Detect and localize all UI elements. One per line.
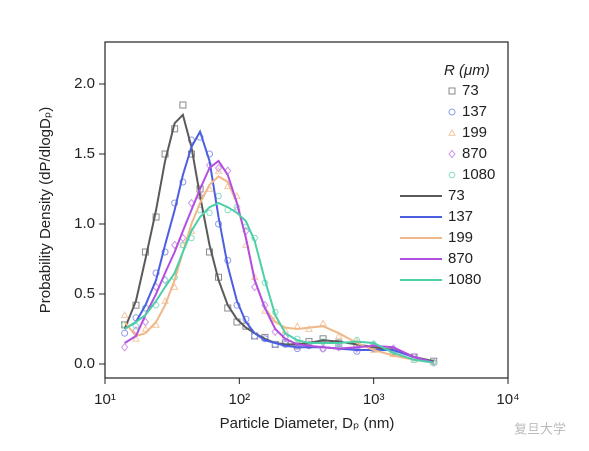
legend-label: 199	[448, 229, 473, 246]
legend-label: 199	[462, 124, 487, 141]
series-line	[124, 159, 435, 364]
marker	[205, 209, 214, 216]
legend-label: 1080	[462, 166, 495, 183]
marker	[448, 87, 456, 95]
marker	[448, 108, 456, 116]
marker	[251, 234, 259, 242]
x-tick-label: 10¹	[94, 391, 116, 408]
marker	[187, 198, 196, 208]
y-tick-label: 0.5	[74, 285, 95, 302]
marker	[171, 240, 179, 250]
legend-label: 73	[448, 187, 465, 204]
legend-label: 870	[462, 145, 487, 162]
series-line	[124, 201, 434, 364]
marker	[353, 347, 361, 355]
x-tick-label: 10³	[363, 391, 385, 408]
marker	[132, 334, 140, 342]
legend-label: 137	[462, 103, 487, 120]
marker	[271, 309, 279, 316]
series-line	[123, 175, 434, 364]
legend-label: 73	[462, 82, 479, 99]
marker	[448, 171, 456, 179]
x-tick-label: 10⁴	[496, 391, 519, 408]
series-line	[124, 129, 435, 364]
marker	[179, 101, 187, 109]
marker	[141, 324, 150, 332]
y-axis-label: Probability Density (dP/dlogDₚ)	[37, 107, 54, 314]
marker	[319, 319, 327, 327]
marker	[448, 128, 456, 136]
marker	[448, 149, 456, 159]
legend-title: R (μm)	[444, 62, 490, 79]
plot-frame	[104, 41, 509, 379]
y-tick-label: 1.0	[74, 215, 95, 232]
marker	[334, 331, 343, 339]
y-tick-label: 2.0	[74, 75, 95, 92]
y-tick-label: 1.5	[74, 145, 95, 162]
series-line	[123, 112, 434, 363]
legend-label: 1080	[448, 271, 481, 288]
legend-label: 137	[448, 208, 473, 225]
x-tick-label: 10²	[228, 391, 250, 408]
y-tick-label: 0.0	[74, 355, 95, 372]
watermark: 复旦大学	[514, 421, 566, 436]
marker	[132, 323, 140, 330]
x-axis-label: Particle Diameter, Dₚ (nm)	[220, 415, 395, 432]
marker	[121, 329, 129, 337]
marker	[293, 345, 301, 353]
marker	[214, 163, 223, 173]
marker	[319, 335, 327, 343]
marker	[120, 310, 129, 318]
marker	[120, 342, 129, 352]
legend-label: 870	[448, 250, 473, 267]
